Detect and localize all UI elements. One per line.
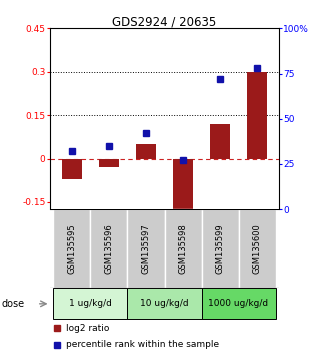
Text: dose: dose bbox=[2, 299, 25, 309]
Bar bbox=[173, 159, 193, 211]
Text: GSM135598: GSM135598 bbox=[178, 223, 187, 274]
Bar bbox=[99, 159, 119, 167]
Text: percentile rank within the sample: percentile rank within the sample bbox=[66, 340, 219, 349]
Bar bbox=[136, 144, 156, 159]
Text: GSM135596: GSM135596 bbox=[104, 223, 114, 274]
Bar bbox=[210, 124, 230, 159]
Bar bbox=[239, 209, 275, 288]
Text: 1 ug/kg/d: 1 ug/kg/d bbox=[69, 299, 112, 308]
Bar bbox=[54, 288, 127, 319]
Bar bbox=[165, 209, 202, 288]
Text: 1000 ug/kg/d: 1000 ug/kg/d bbox=[208, 299, 269, 308]
Bar bbox=[202, 209, 239, 288]
Text: 10 ug/kg/d: 10 ug/kg/d bbox=[140, 299, 189, 308]
Bar bbox=[62, 159, 82, 179]
Text: log2 ratio: log2 ratio bbox=[66, 324, 109, 332]
Bar bbox=[127, 288, 202, 319]
Text: GSM135597: GSM135597 bbox=[142, 223, 151, 274]
Bar bbox=[54, 209, 91, 288]
Bar bbox=[202, 288, 275, 319]
Title: GDS2924 / 20635: GDS2924 / 20635 bbox=[112, 15, 217, 28]
Bar bbox=[247, 72, 267, 159]
Text: GSM135595: GSM135595 bbox=[67, 223, 76, 274]
Text: GSM135600: GSM135600 bbox=[253, 223, 262, 274]
Text: GSM135599: GSM135599 bbox=[215, 223, 225, 274]
Bar bbox=[127, 209, 165, 288]
Bar bbox=[91, 209, 127, 288]
